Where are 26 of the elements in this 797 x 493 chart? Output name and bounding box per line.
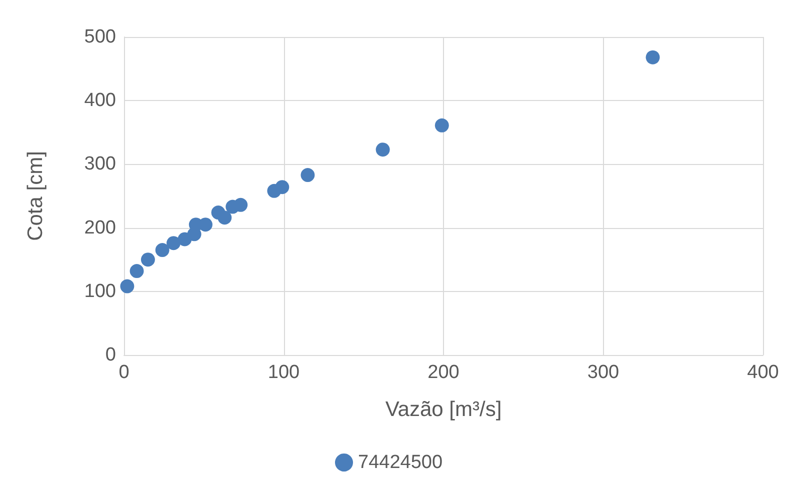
y-tick-label: 200 [84,217,116,238]
x-tick-label: 400 [747,362,779,383]
x-axis-title: Vazão [m³/s] [385,398,502,421]
y-tick-label: 400 [84,90,116,112]
x-tick-label: 0 [118,362,130,383]
legend-label: 74424500 [358,452,443,473]
y-axis-title: Cota [cm] [24,151,47,241]
point [646,50,660,64]
point [376,142,390,157]
point [275,180,290,194]
x-tick-label: 100 [268,362,300,383]
y-tick-label: 0 [105,344,116,366]
point [120,279,134,294]
point [218,210,232,225]
point [434,118,449,132]
point [234,198,248,212]
point [130,264,144,278]
y-tick-label: 300 [84,154,116,175]
point [155,243,170,258]
point [300,168,315,182]
y-tick-label: 100 [84,280,116,302]
point [140,252,155,267]
y-tick-label: 500 [84,26,116,48]
point [166,236,181,250]
x-tick-label: 300 [587,362,620,383]
x-tick-label: 200 [428,362,460,383]
